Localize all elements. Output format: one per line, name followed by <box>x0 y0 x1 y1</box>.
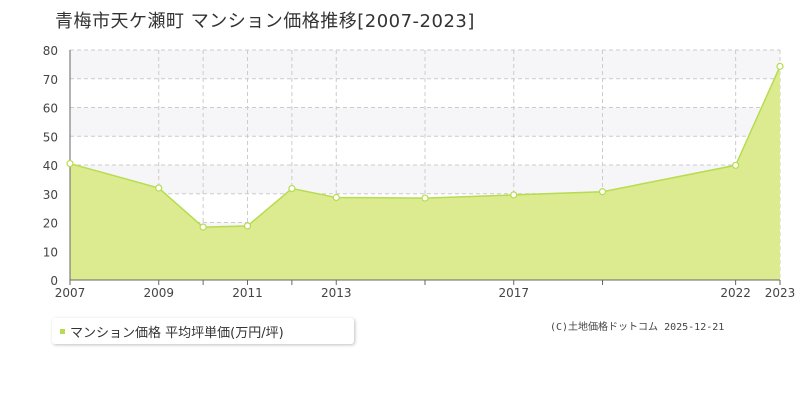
y-tick-label: 30 <box>43 188 58 202</box>
legend-label: マンション価格 平均坪単価(万円/坪) <box>70 325 284 341</box>
x-tick-label: 2023 <box>765 286 796 300</box>
data-point <box>332 193 340 202</box>
x-tick-label: 2007 <box>55 286 86 300</box>
data-point <box>421 194 429 202</box>
legend: マンション価格 平均坪単価(万円/坪) <box>52 318 354 344</box>
y-tick-label: 50 <box>43 130 58 144</box>
y-tick-label: 70 <box>43 73 58 87</box>
x-tick-label: 2009 <box>143 286 174 300</box>
copyright: (C)土地価格ドットコム 2025-12-21 <box>550 322 725 333</box>
x-tick-label: 2013 <box>321 286 352 300</box>
chart-title: 青梅市天ケ瀬町 マンション価格推移[2007-2023] <box>55 11 475 32</box>
y-tick-label: 80 <box>43 44 58 58</box>
data-point <box>155 184 163 192</box>
x-tick-label: 2017 <box>498 286 529 300</box>
y-tick-label: 20 <box>43 217 58 231</box>
data-point <box>288 184 296 193</box>
data-point <box>776 62 784 70</box>
data-point <box>243 222 252 230</box>
data-point <box>732 161 740 169</box>
y-tick-label: 10 <box>43 245 58 259</box>
data-point <box>598 188 607 196</box>
y-tick-label: 60 <box>43 102 58 116</box>
y-tick-label: 0 <box>50 274 58 288</box>
data-point <box>510 191 518 199</box>
x-tick-label: 2011 <box>232 286 263 300</box>
data-point <box>66 159 74 168</box>
y-tick-label: 40 <box>43 159 58 173</box>
data-point <box>199 223 207 231</box>
x-tick-label: 2022 <box>720 286 751 300</box>
legend-swatch <box>60 328 65 334</box>
